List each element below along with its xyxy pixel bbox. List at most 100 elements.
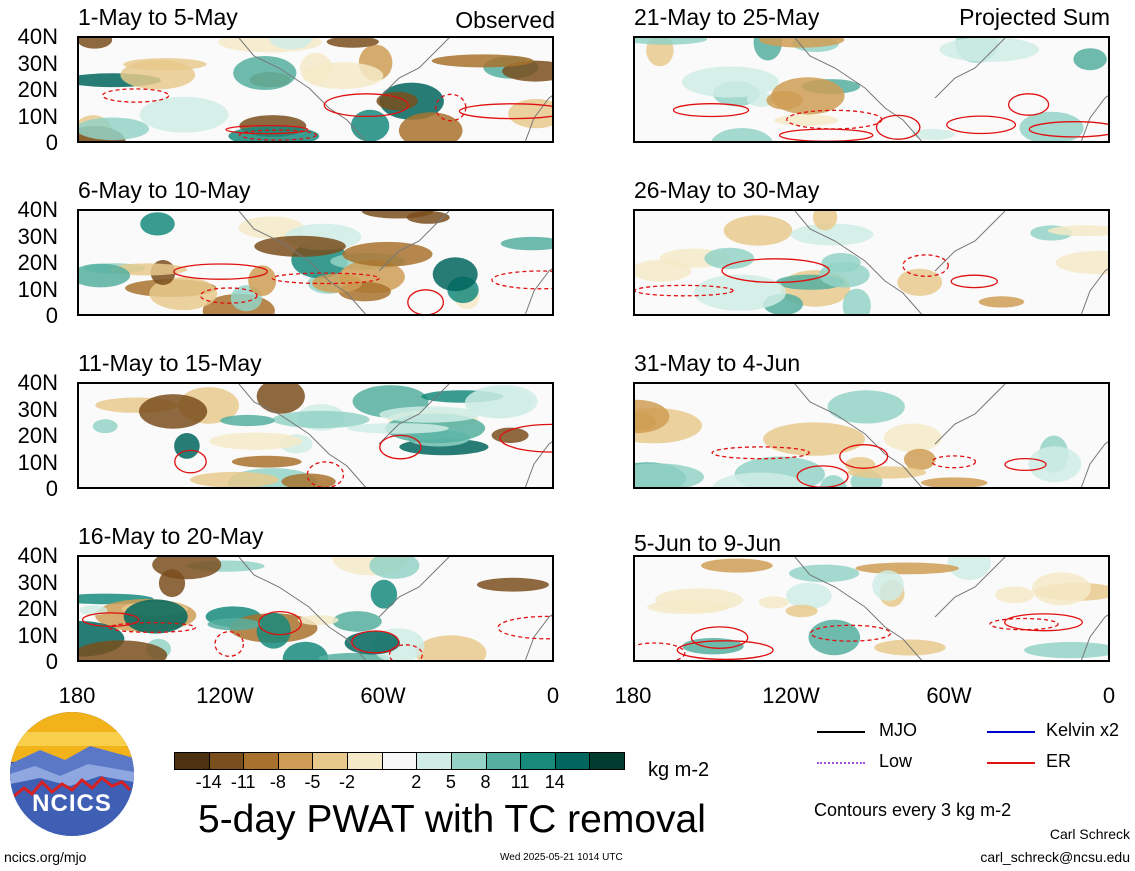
field-blob <box>704 247 755 270</box>
field-blob <box>79 263 131 288</box>
field-blob <box>332 611 382 632</box>
y-tick-label: 20N <box>17 250 58 275</box>
field-blob <box>149 277 218 311</box>
er-contour <box>989 617 1059 631</box>
legend-label-mjo: MJO <box>879 720 917 740</box>
colorbar-swatch <box>450 752 487 770</box>
coastline <box>238 211 552 314</box>
colorbar-swatch <box>381 752 418 770</box>
field-blob <box>774 114 839 126</box>
er-contour <box>1004 613 1083 632</box>
er-contour <box>839 444 889 469</box>
field-blob <box>682 66 779 98</box>
field-blob <box>813 211 838 231</box>
panel-title: 31-May to 4-Jun <box>634 350 801 376</box>
field-blob <box>701 558 773 573</box>
er-contour <box>1004 457 1047 472</box>
colorbar-label: -14 <box>195 772 222 792</box>
legend-swatch-low <box>817 762 865 764</box>
colorbar-label: 2 <box>411 772 422 792</box>
footer-email: carl_schreck@ncsu.edu <box>980 849 1130 865</box>
map-plot <box>633 382 1110 489</box>
field-blob <box>431 54 534 68</box>
field-blob <box>1055 250 1108 275</box>
er-contour <box>499 423 552 453</box>
er-contour <box>946 115 1017 135</box>
field-blob <box>1024 642 1108 659</box>
er-contour <box>108 622 197 633</box>
map-plot <box>77 36 554 143</box>
legend-swatch-er <box>987 762 1035 764</box>
field-blob <box>139 96 229 133</box>
colorbar-swatch <box>208 752 245 770</box>
x-tick-label: 0 <box>546 683 560 708</box>
colorbar-swatch <box>589 752 625 770</box>
panel-title: 11-May to 15-May <box>78 350 262 376</box>
field-blob <box>269 38 312 50</box>
er-contour <box>711 446 810 460</box>
colorbar-swatch <box>174 752 210 770</box>
colorbar-swatch <box>485 752 522 770</box>
er-contour <box>323 93 409 118</box>
field-blob <box>281 473 336 487</box>
er-contour <box>950 274 999 289</box>
panel-title: 1-May to 5-May <box>78 4 238 30</box>
field-blob <box>978 296 1025 308</box>
field-blob <box>464 386 533 419</box>
y-tick-label: 10N <box>17 622 58 648</box>
field-blob <box>897 268 943 296</box>
colorbar-label: 11 <box>510 772 530 792</box>
field-blob <box>256 384 305 414</box>
map-plot <box>633 209 1110 316</box>
y-tick-label: 10N <box>17 276 58 302</box>
field-blob <box>635 38 707 45</box>
field-blob <box>190 471 279 487</box>
er-contour <box>497 615 552 640</box>
field-blob <box>79 117 149 141</box>
map-plot <box>77 382 554 489</box>
field-blob <box>789 564 860 583</box>
y-tick-label: 20N <box>17 423 58 448</box>
field-blob <box>318 652 390 660</box>
field-svg <box>635 557 1108 660</box>
field-blob <box>326 38 379 48</box>
field-blob <box>297 615 339 626</box>
er-contour <box>635 284 734 297</box>
panel-title: 5-Jun to 9-Jun <box>634 530 782 556</box>
legend-label-low: Low <box>879 751 913 771</box>
colorbar-swatch <box>243 752 279 770</box>
field-blob <box>209 432 303 450</box>
field-blob <box>376 91 418 111</box>
colorbar-label: -5 <box>304 772 321 792</box>
field-blob <box>1031 572 1091 606</box>
field-blob <box>855 562 959 575</box>
er-contour <box>1028 121 1108 138</box>
er-contour <box>875 114 921 140</box>
er-contour <box>351 630 400 654</box>
field-blob <box>282 641 329 660</box>
field-blob <box>139 394 208 429</box>
panel-title: 16-May to 20-May <box>78 523 264 549</box>
field-blob <box>939 38 1039 62</box>
field-blob <box>233 56 297 90</box>
field-svg <box>79 211 552 314</box>
field-blob <box>415 635 487 660</box>
legend-swatch-kelvin <box>987 731 1035 733</box>
field-blob <box>379 406 481 423</box>
field-blob <box>766 91 803 110</box>
x-tick-label: 60W <box>360 683 406 708</box>
main-title: 5-day PWAT with TC removal <box>198 798 706 841</box>
logo-text: NCICS <box>32 790 112 817</box>
field-blob <box>712 472 808 487</box>
field-blob <box>254 235 346 257</box>
field-blob <box>911 128 955 140</box>
er-contour <box>1007 93 1050 116</box>
contour-note: Contours every 3 kg m-2 <box>814 800 1012 820</box>
colorbar-label: 14 <box>544 772 565 792</box>
colorbar-swatch <box>416 752 452 770</box>
field-blob <box>248 265 277 296</box>
colorbar-label: -2 <box>339 772 356 792</box>
er-contour <box>796 465 849 487</box>
field-blob <box>635 463 704 487</box>
y-tick-label: 10N <box>17 449 58 475</box>
